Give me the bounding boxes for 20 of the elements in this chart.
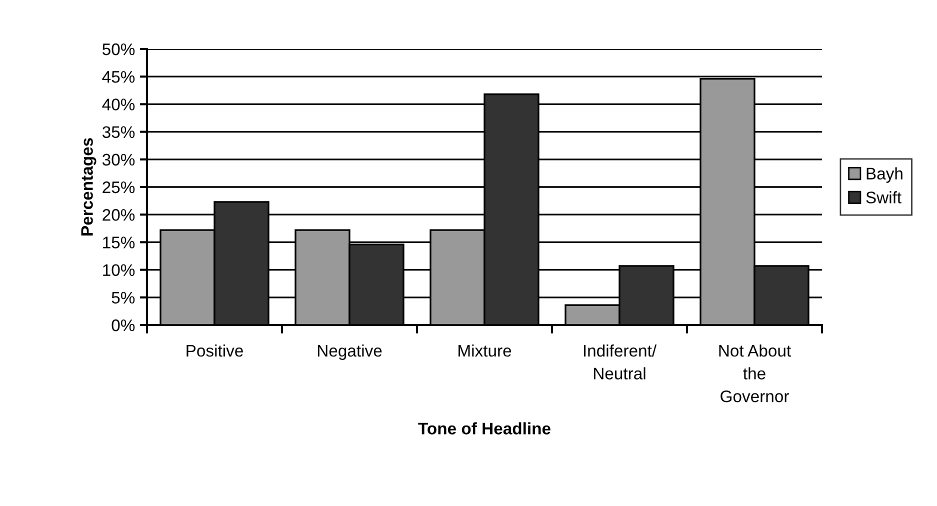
y-tick-label: 30% [102,154,135,166]
x-tick-label: Mixture [458,344,512,357]
y-tick-label: 0% [112,319,135,332]
y-tick-label: 25% [102,181,135,194]
legend-label: Swift [866,191,902,204]
y-tick-label: 15% [103,236,135,248]
x-tick-label: Negative [318,344,382,360]
x-tick-label: Indiferent/ Neutral [584,344,657,380]
y-axis-title: Percentages [81,138,96,236]
y-tick-label: 40% [102,98,135,110]
legend-label: Bayh [866,167,902,183]
y-tick-label: 20% [102,209,135,221]
y-tick-label: 50% [102,43,135,56]
y-tick-label: 35% [102,126,135,138]
y-tick-label: 5% [112,292,135,304]
x-axis-title: Tone of Headline [418,422,550,434]
x-tick-label: Not About the Governor [719,344,791,402]
y-tick-label: 10% [103,264,135,276]
y-tick-label: 45% [102,71,135,83]
x-tick-label: Positive [186,344,243,357]
